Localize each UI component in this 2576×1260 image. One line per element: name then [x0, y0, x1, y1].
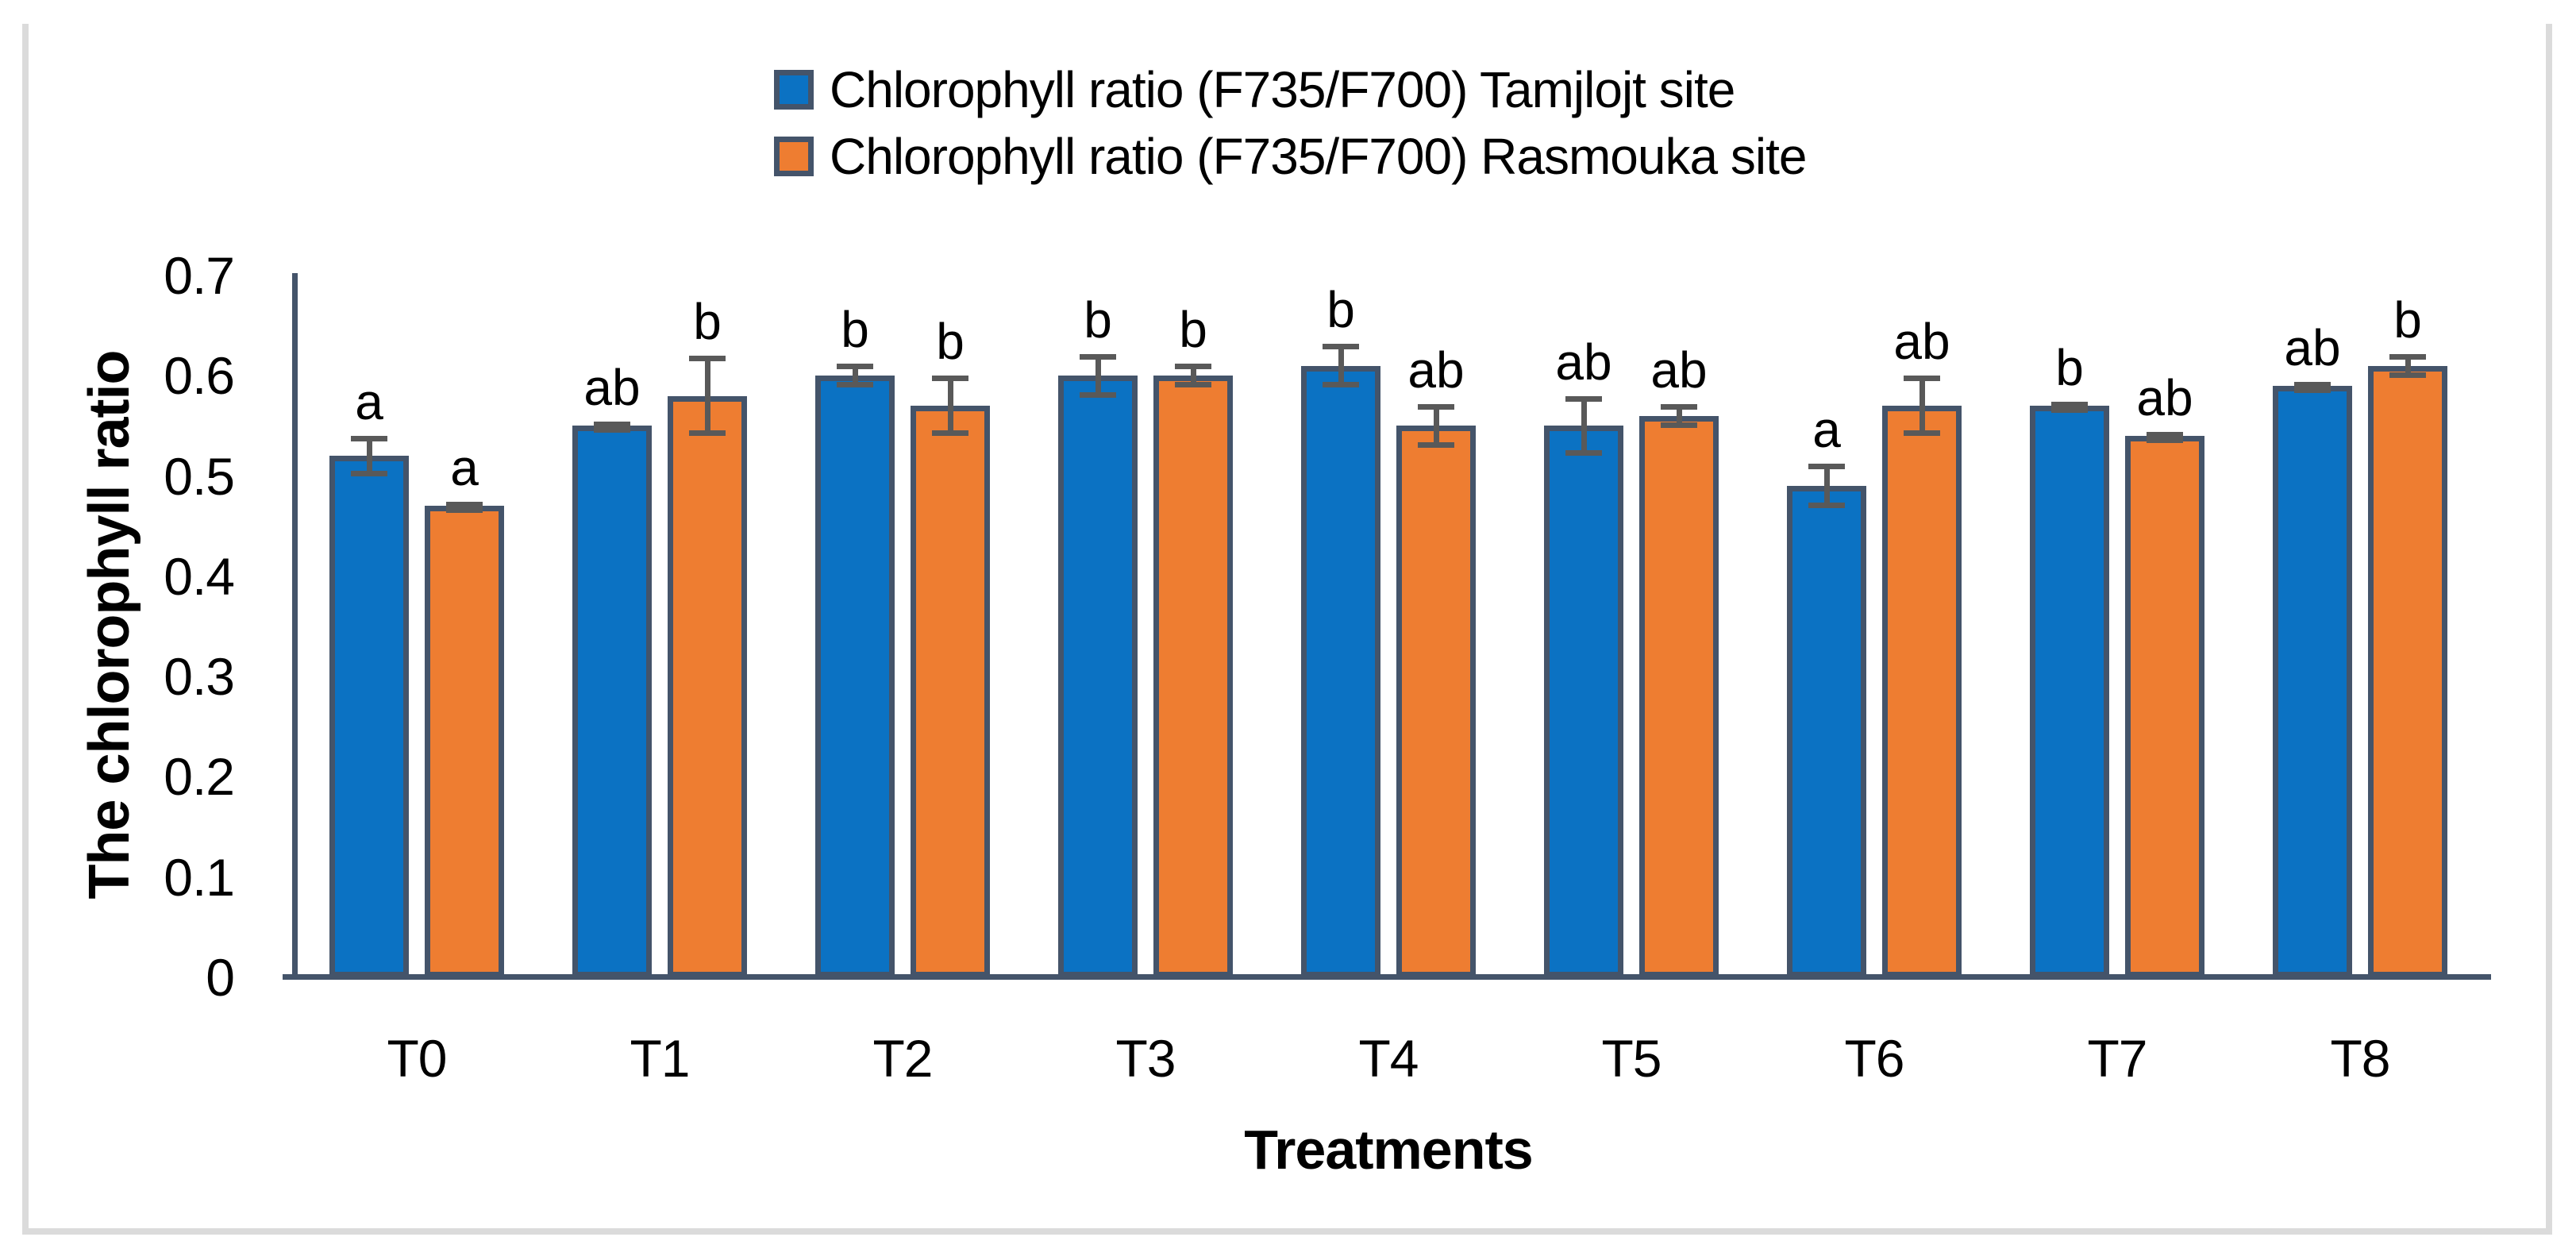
bar-group-t2: b b [781, 276, 1024, 977]
significance-letter: b [841, 301, 869, 359]
bar-tamjlojt-t0: a [329, 376, 409, 977]
bar-rasmouka-t8: b [2368, 295, 2447, 977]
bar-tamjlojt-t8: ab [2273, 322, 2352, 977]
bar-tamjlojt-t6: a [1787, 404, 1866, 977]
y-axis-line [292, 273, 298, 980]
x-axis-title: Treatments [1244, 1119, 1533, 1181]
bar-rasmouka-t4: ab [1396, 345, 1476, 977]
legend-item-rasmouka: Chlorophyll ratio (F735/F700) Rasmouka s… [774, 128, 1807, 185]
error-bar [1808, 464, 1845, 508]
error-bar [1904, 376, 1940, 437]
y-tick-0-6: 0.6 [164, 346, 235, 406]
y-tick-0-7: 0.7 [164, 246, 235, 305]
x-label-t0: T0 [387, 1029, 447, 1088]
error-bar [446, 502, 483, 514]
bar-rasmouka-t6: ab [1882, 316, 1962, 977]
significance-letter: b [936, 313, 965, 371]
y-tick-0-1: 0.1 [164, 847, 235, 907]
plot-area: a a ab b b b [295, 276, 2482, 977]
bar-group-t6: a ab [1753, 276, 1996, 977]
x-label-t8: T8 [2330, 1029, 2390, 1088]
y-tick-0-4: 0.4 [164, 546, 235, 606]
x-label-t2: T2 [872, 1029, 933, 1088]
significance-letter: ab [583, 359, 641, 417]
bar-tamjlojt-t4: b [1301, 284, 1380, 977]
x-label-t5: T5 [1601, 1029, 1662, 1088]
y-tick-0-3: 0.3 [164, 647, 235, 707]
bar-tamjlojt-t2: b [815, 304, 895, 977]
significance-letter: b [1327, 280, 1355, 338]
error-bar [1323, 343, 1359, 388]
y-tick-0-2: 0.2 [164, 747, 235, 807]
bar-rasmouka-t0: a [425, 442, 504, 977]
x-label-t6: T6 [1844, 1029, 1904, 1088]
significance-letter: b [2055, 339, 2084, 397]
bar-group-t5: ab ab [1510, 276, 1753, 977]
x-label-t1: T1 [630, 1029, 690, 1088]
bar-group-t7: b ab [1996, 276, 2239, 977]
x-label-t3: T3 [1115, 1029, 1176, 1088]
significance-letter: b [1179, 301, 1207, 359]
bar-tamjlojt-t1: ab [572, 362, 652, 977]
figure-frame [22, 24, 2552, 1235]
error-bar [689, 356, 726, 437]
error-bar [2294, 381, 2331, 393]
y-tick-0-5: 0.5 [164, 446, 235, 506]
significance-letter: a [1812, 401, 1841, 459]
x-axis-line [283, 974, 2491, 980]
y-axis-ticks: 0 0.1 0.2 0.3 0.4 0.5 0.6 0.7 [111, 249, 235, 1004]
legend-label-tamjlojt: Chlorophyll ratio (F735/F700) Tamjlojt s… [830, 61, 1735, 118]
significance-letter: ab [1893, 313, 1950, 371]
bar-tamjlojt-t7: b [2030, 342, 2109, 977]
bar-rasmouka-t5: ab [1639, 345, 1719, 977]
error-bar [2051, 402, 2088, 414]
x-label-t4: T4 [1358, 1029, 1419, 1088]
significance-letter: ab [1407, 341, 1465, 399]
significance-letter: b [2393, 291, 2422, 349]
error-bar [351, 436, 387, 476]
error-bar [2147, 432, 2183, 444]
significance-letter: ab [1555, 333, 1612, 391]
legend: Chlorophyll ratio (F735/F700) Tamjlojt s… [774, 61, 1807, 185]
error-bar [2389, 353, 2426, 378]
significance-letter: b [1084, 291, 1112, 349]
error-bar [1418, 403, 1454, 449]
bar-rasmouka-t3: b [1153, 304, 1233, 977]
significance-letter: a [355, 373, 383, 431]
legend-item-tamjlojt: Chlorophyll ratio (F735/F700) Tamjlojt s… [774, 61, 1806, 118]
significance-letter: ab [1650, 341, 1708, 399]
error-bar [1080, 353, 1116, 399]
bar-rasmouka-t1: b [668, 296, 747, 977]
error-bar [1565, 395, 1602, 457]
bar-rasmouka-t2: b [911, 316, 990, 977]
error-bar [1661, 403, 1697, 428]
legend-label-rasmouka: Chlorophyll ratio (F735/F700) Rasmouka s… [830, 128, 1807, 185]
x-axis-labels: T0 T1 T2 T3 T4 T5 T6 T7 T8 [295, 1028, 2482, 1089]
bar-group-t0: a a [295, 276, 538, 977]
error-bar [1175, 364, 1211, 388]
y-tick-0: 0 [206, 948, 235, 1007]
error-bar [932, 376, 968, 437]
error-bar [594, 422, 630, 433]
legend-swatch-tamjlojt-icon [774, 70, 814, 110]
bar-rasmouka-t7: ab [2125, 372, 2204, 977]
significance-letter: b [693, 293, 722, 351]
legend-swatch-rasmouka-icon [774, 137, 814, 176]
significance-letter: ab [2136, 369, 2193, 427]
bar-tamjlojt-t5: ab [1544, 337, 1623, 977]
bar-group-t8: ab b [2239, 276, 2482, 977]
significance-letter: ab [2284, 318, 2341, 376]
bar-group-t3: b b [1024, 276, 1267, 977]
bar-group-t4: b ab [1267, 276, 1510, 977]
significance-letter: a [450, 439, 479, 497]
x-label-t7: T7 [2087, 1029, 2147, 1088]
error-bar [837, 364, 873, 388]
bar-group-t1: ab b [538, 276, 781, 977]
bar-tamjlojt-t3: b [1058, 295, 1138, 977]
